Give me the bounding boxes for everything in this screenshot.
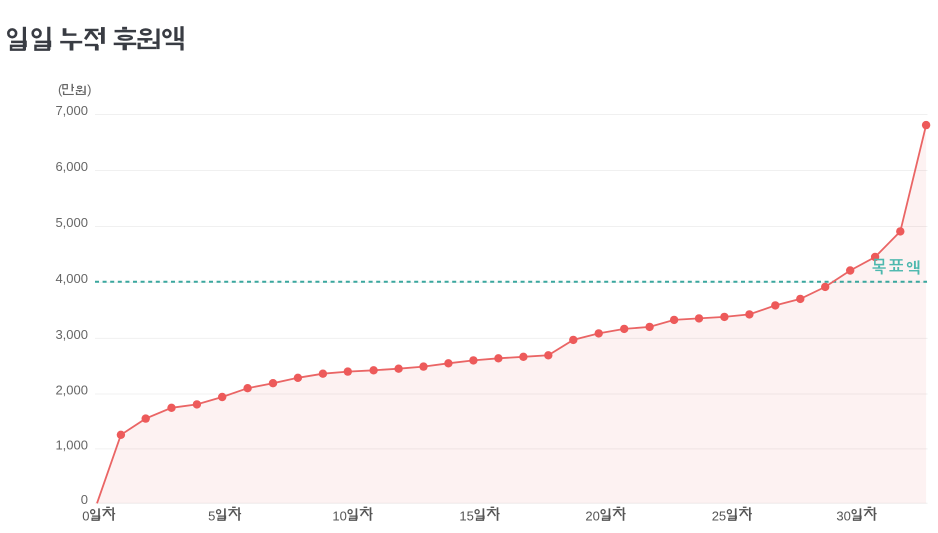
svg-text:): ) <box>87 82 91 97</box>
svg-text:4,000: 4,000 <box>55 271 88 286</box>
svg-text:2,000: 2,000 <box>55 383 88 398</box>
svg-text:7,000: 7,000 <box>55 103 88 118</box>
svg-text:30: 30 <box>836 508 850 523</box>
svg-text:10: 10 <box>332 508 346 523</box>
svg-text:5,000: 5,000 <box>55 215 88 230</box>
svg-text:20: 20 <box>585 508 599 523</box>
svg-text:3,000: 3,000 <box>55 327 88 342</box>
svg-text:0: 0 <box>82 508 89 523</box>
svg-text:(: ( <box>58 82 63 97</box>
svg-text:6,000: 6,000 <box>55 159 88 174</box>
svg-text:5: 5 <box>208 508 215 523</box>
svg-text:15: 15 <box>459 508 473 523</box>
svg-text:0: 0 <box>81 492 88 507</box>
svg-text:25: 25 <box>712 508 726 523</box>
svg-text:1,000: 1,000 <box>55 437 88 452</box>
